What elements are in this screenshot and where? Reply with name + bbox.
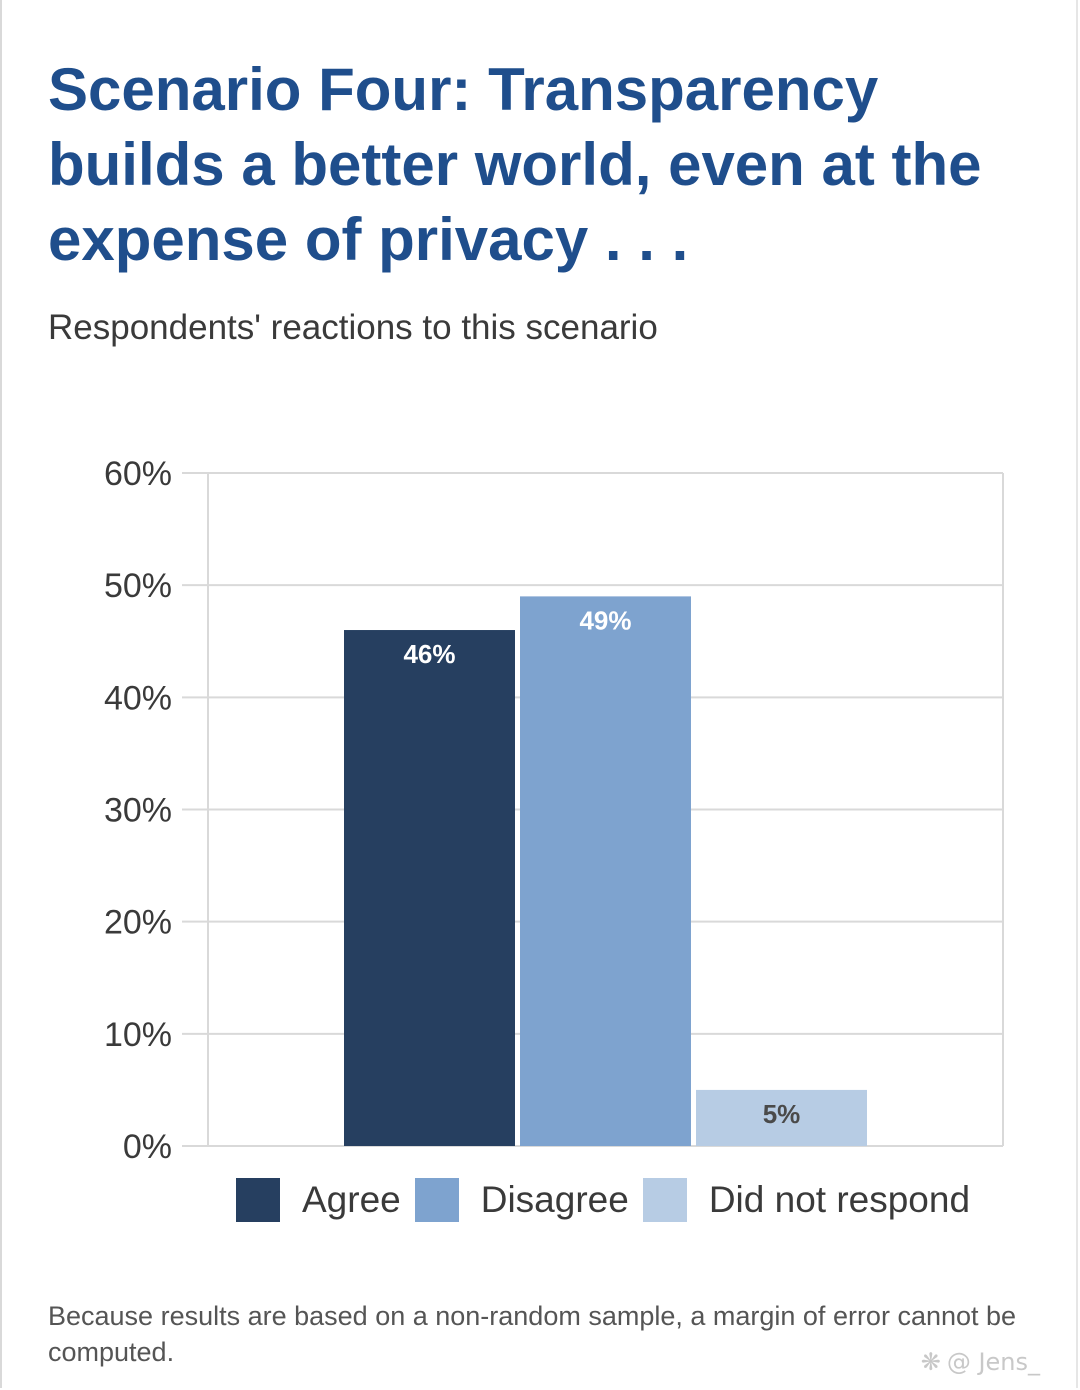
legend-label-did-not-respond: Did not respond xyxy=(708,1179,971,1220)
y-tick-label-20: 20% xyxy=(104,904,172,942)
data-label-agree: 46% xyxy=(403,639,455,669)
bar-agree xyxy=(344,630,515,1146)
data-label-disagree: 49% xyxy=(579,605,631,635)
chart-subtitle: Respondents' reactions to this scenario xyxy=(48,308,658,347)
y-tick-label-60: 60% xyxy=(104,455,172,493)
watermark-logo-icon: ❋ xyxy=(920,1348,941,1376)
chart-title: Scenario Four: Transparency builds a bet… xyxy=(48,56,982,273)
watermark-text: @ Jens_ xyxy=(946,1348,1040,1376)
bar-disagree xyxy=(520,596,691,1146)
y-tick-label-40: 40% xyxy=(104,679,172,717)
y-tick-label-50: 50% xyxy=(104,567,172,605)
legend-swatch-agree xyxy=(236,1178,280,1222)
data-label-did-not-respond: 5% xyxy=(763,1099,801,1129)
y-tick-label-30: 30% xyxy=(104,792,172,830)
legend-item-agree: Agree xyxy=(236,1178,401,1222)
y-tick-label-0: 0% xyxy=(123,1128,172,1166)
legend-item-did-not-respond: Did not respond xyxy=(642,1178,971,1222)
legend-label-agree: Agree xyxy=(302,1179,401,1220)
legend-swatch-did-not-respond xyxy=(642,1178,687,1222)
bar-chart: 0% 10% 20% 30% 40% 50% 60% 46% 49% 5% xyxy=(104,455,1004,1166)
legend-item-disagree: Disagree xyxy=(414,1178,629,1222)
y-tick-label-10: 10% xyxy=(104,1016,172,1054)
chart-legend: Agree Disagree Did not respond xyxy=(236,1178,984,1222)
watermark: ❋ @ Jens_ xyxy=(921,1348,1040,1376)
bar-did-not-respond xyxy=(696,1089,867,1146)
legend-swatch-disagree xyxy=(414,1178,459,1222)
footnote: Because results are based on a non-rando… xyxy=(48,1301,1017,1367)
legend-label-disagree: Disagree xyxy=(480,1179,629,1220)
